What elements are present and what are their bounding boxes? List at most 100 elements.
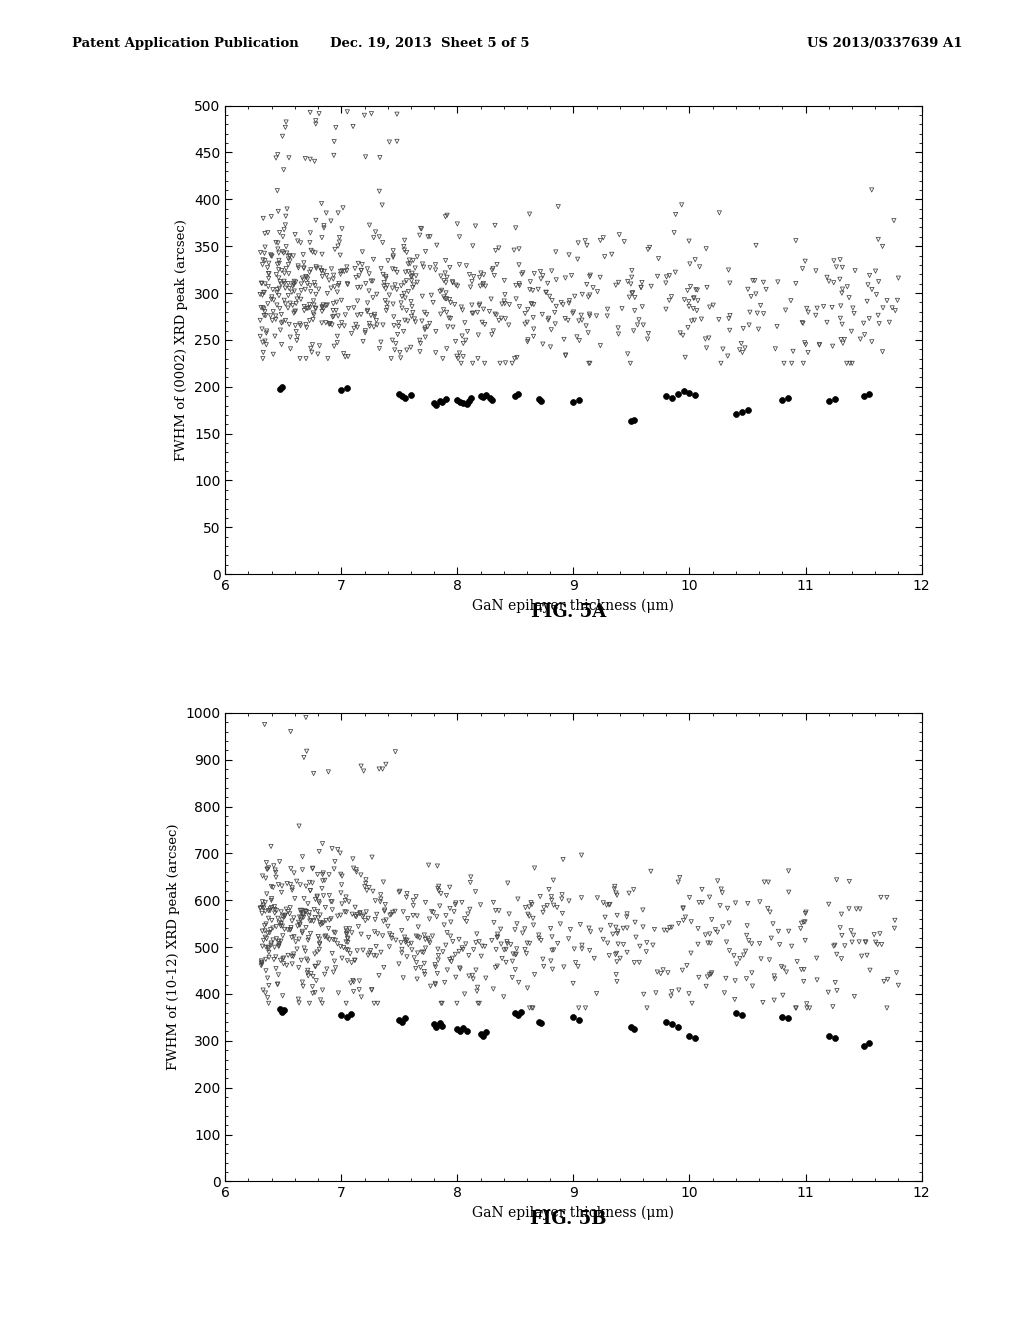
Point (377, 899, 393, 920)
Point (544, 290, 560, 312)
Point (307, 243, 324, 264)
Point (780, 861, 797, 882)
Point (262, 899, 279, 920)
Point (589, 281, 605, 302)
Point (263, 909, 280, 931)
Point (403, 263, 420, 284)
Point (887, 917, 903, 939)
Point (626, 1019, 642, 1040)
Point (271, 912, 288, 933)
Point (254, 318, 270, 339)
Point (254, 953, 270, 974)
Point (254, 936, 270, 957)
Point (826, 1028, 843, 1049)
Point (333, 264, 349, 285)
Point (377, 290, 393, 312)
Point (437, 388, 454, 409)
Point (454, 326, 470, 347)
Point (311, 933, 328, 954)
Point (874, 341, 891, 362)
Point (597, 907, 613, 928)
Point (302, 149, 318, 170)
Point (578, 998, 594, 1019)
Point (349, 904, 366, 925)
Point (326, 264, 342, 285)
Point (307, 284, 324, 305)
Point (626, 879, 642, 900)
Point (269, 974, 286, 995)
Point (452, 957, 468, 978)
Point (323, 210, 339, 231)
Point (499, 931, 515, 952)
Point (308, 256, 325, 277)
Point (278, 214, 294, 235)
Point (608, 884, 625, 906)
Point (351, 903, 368, 924)
Point (254, 920, 270, 941)
Point (608, 964, 625, 985)
Point (506, 240, 522, 261)
Point (257, 273, 273, 294)
Point (688, 300, 705, 321)
Point (311, 335, 328, 356)
Point (565, 391, 582, 412)
Point (722, 305, 738, 326)
Point (338, 919, 354, 940)
Point (254, 866, 270, 887)
Point (774, 985, 791, 1006)
Point (470, 348, 486, 370)
Point (731, 339, 748, 360)
Point (279, 243, 295, 264)
Point (565, 973, 582, 994)
Point (322, 929, 338, 950)
Point (304, 858, 321, 879)
Point (309, 941, 326, 962)
Point (417, 319, 433, 341)
Point (306, 150, 323, 172)
Point (880, 969, 896, 990)
Point (286, 302, 302, 323)
Point (465, 302, 481, 323)
Point (293, 907, 309, 928)
Point (304, 977, 321, 998)
Point (519, 312, 536, 333)
Point (403, 933, 420, 954)
Point (368, 890, 384, 911)
Point (360, 876, 377, 898)
Point (795, 313, 811, 334)
Point (278, 117, 294, 139)
Point (523, 998, 540, 1019)
Point (395, 968, 412, 989)
Point (546, 895, 562, 916)
Point (622, 286, 638, 308)
Point (362, 305, 379, 326)
Point (711, 309, 727, 330)
Point (452, 226, 468, 247)
Point (603, 244, 620, 265)
Point (317, 909, 334, 931)
Point (289, 330, 305, 351)
Point (436, 972, 453, 993)
Point (310, 953, 327, 974)
Point (278, 236, 294, 257)
Point (867, 932, 884, 953)
Point (409, 969, 425, 990)
Point (260, 908, 276, 929)
Point (595, 227, 611, 248)
Point (309, 886, 326, 907)
Point (313, 260, 330, 281)
Point (325, 899, 341, 920)
Point (252, 898, 268, 919)
Point (400, 935, 417, 956)
Point (371, 759, 387, 780)
Point (463, 276, 479, 297)
Point (260, 276, 276, 297)
Point (624, 282, 640, 304)
Point (826, 388, 843, 409)
Point (349, 277, 366, 298)
Point (330, 202, 346, 223)
Point (712, 895, 728, 916)
Point (715, 338, 731, 359)
Point (454, 937, 470, 958)
Point (631, 952, 647, 973)
